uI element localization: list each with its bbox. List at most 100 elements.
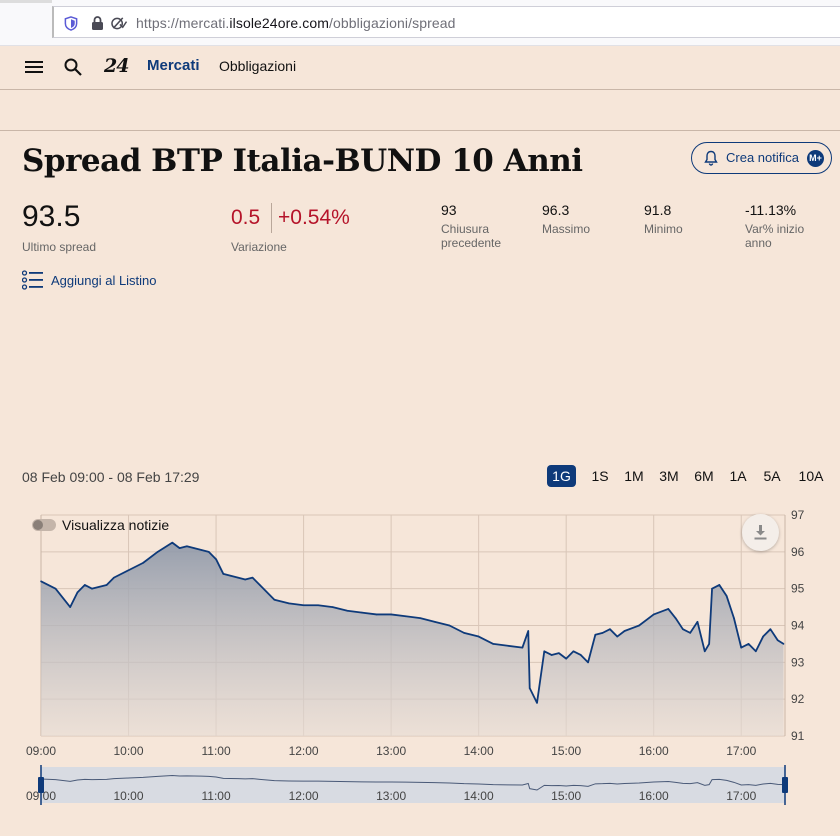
x-tick-label: 16:00 bbox=[639, 744, 669, 758]
nav-mercati-link[interactable]: Mercati bbox=[147, 57, 200, 74]
period-3m[interactable]: 3M bbox=[659, 468, 679, 484]
data-point bbox=[638, 624, 640, 627]
data-point bbox=[652, 613, 655, 616]
data-point bbox=[703, 650, 706, 653]
period-5a[interactable]: 5A bbox=[763, 468, 781, 484]
x-tick-label: 12:00 bbox=[289, 744, 319, 758]
data-point bbox=[390, 613, 392, 616]
site-nav: 24 Mercati Obbligazioni bbox=[0, 46, 840, 90]
data-point bbox=[572, 650, 575, 653]
data-point bbox=[674, 617, 677, 619]
period-1g[interactable]: 1G bbox=[547, 465, 576, 487]
data-point bbox=[776, 639, 779, 642]
last-spread-value: 93.5 bbox=[22, 200, 81, 233]
data-point bbox=[40, 580, 42, 583]
change-percent: +0.54% bbox=[278, 206, 350, 229]
spread-chart[interactable]: 91 92 93 94 95 96 97 09:00 10:00 11:00 12:00 13:00 1… bbox=[0, 505, 840, 836]
ytd-change-value: -11.13% bbox=[745, 202, 797, 218]
hamburger-menu-icon[interactable] bbox=[25, 60, 43, 74]
data-point bbox=[463, 632, 465, 634]
lock-icon bbox=[92, 16, 103, 30]
navigator-tick-label: 12:00 bbox=[289, 789, 319, 803]
x-tick-label: 15:00 bbox=[551, 744, 581, 758]
data-point bbox=[259, 584, 261, 586]
create-alert-button[interactable]: Crea notifica M+ bbox=[691, 142, 832, 174]
page-title: Spread BTP Italia-BUND 10 Anni bbox=[22, 143, 583, 179]
news-toggle[interactable] bbox=[32, 519, 56, 531]
data-point bbox=[237, 576, 239, 579]
navigator-handle-right[interactable] bbox=[782, 777, 788, 793]
download-chart-button[interactable] bbox=[742, 514, 779, 551]
y-tick-label: 93 bbox=[791, 655, 805, 669]
last-spread-label: Ultimo spread bbox=[22, 240, 97, 254]
x-tick-label: 14:00 bbox=[464, 744, 494, 758]
change-separator bbox=[271, 203, 272, 233]
data-point bbox=[623, 630, 626, 632]
browser-url-bar: https://mercati.ilsole24ore.com/obbligaz… bbox=[0, 0, 840, 46]
period-6m[interactable]: 6M bbox=[694, 468, 714, 484]
period-1a[interactable]: 1A bbox=[729, 468, 747, 484]
nav-obbligazioni-link[interactable]: Obbligazioni bbox=[219, 58, 297, 74]
data-point bbox=[215, 558, 217, 560]
data-point bbox=[434, 621, 436, 623]
change-value: 0.5 bbox=[231, 206, 261, 229]
data-point bbox=[477, 635, 480, 638]
data-point bbox=[521, 646, 524, 649]
navigator-tick-label: 15:00 bbox=[551, 789, 581, 803]
data-point bbox=[178, 547, 181, 549]
divider bbox=[0, 130, 840, 131]
data-point bbox=[711, 587, 713, 590]
address-field[interactable]: https://mercati.ilsole24ore.com/obbligaz… bbox=[52, 6, 840, 38]
high-label: Massimo bbox=[542, 222, 591, 236]
site-logo[interactable]: 24 bbox=[104, 55, 129, 77]
data-point bbox=[507, 644, 509, 647]
data-point bbox=[579, 654, 582, 656]
data-point bbox=[682, 628, 684, 630]
prev-close-label: Chiusura precedente bbox=[441, 222, 502, 250]
add-to-watchlist-link[interactable]: Aggiungi al Listino bbox=[21, 270, 157, 290]
browser-tab-strip bbox=[0, 0, 52, 3]
y-tick-label: 95 bbox=[791, 582, 805, 596]
data-point bbox=[616, 635, 619, 638]
data-point bbox=[667, 608, 670, 610]
period-1m[interactable]: 1M bbox=[624, 468, 644, 484]
data-point bbox=[543, 650, 546, 653]
data-point bbox=[244, 578, 247, 581]
data-point bbox=[76, 591, 79, 594]
data-point bbox=[222, 573, 225, 575]
data-point bbox=[708, 643, 710, 645]
add-to-watchlist-label: Aggiungi al Listino bbox=[51, 273, 157, 288]
tracking-protection-icon bbox=[111, 17, 128, 30]
navigator-tick-label: 10:00 bbox=[114, 789, 144, 803]
y-tick-label: 96 bbox=[791, 545, 805, 559]
low-label: Minimo bbox=[644, 222, 683, 236]
x-tick-label: 09:00 bbox=[26, 744, 56, 758]
data-point bbox=[609, 628, 611, 630]
shield-icon bbox=[64, 16, 78, 31]
bell-icon bbox=[704, 150, 718, 166]
navigator-tick-label: 14:00 bbox=[464, 789, 494, 803]
data-point bbox=[346, 609, 349, 612]
data-point bbox=[755, 650, 757, 653]
navigator-handle-left[interactable] bbox=[38, 777, 44, 793]
data-point bbox=[288, 602, 290, 605]
data-point bbox=[536, 702, 538, 704]
data-point bbox=[725, 595, 728, 597]
search-icon[interactable] bbox=[64, 58, 82, 76]
data-point bbox=[54, 587, 57, 590]
date-range-label: 08 Feb 09:00 - 08 Feb 17:29 bbox=[22, 469, 200, 485]
period-10a[interactable]: 10A bbox=[798, 468, 824, 484]
create-alert-label: Crea notifica bbox=[726, 150, 799, 165]
premium-badge: M+ bbox=[807, 150, 824, 167]
data-point bbox=[762, 635, 764, 638]
x-tick-label: 11:00 bbox=[201, 744, 230, 758]
y-tick-label: 97 bbox=[791, 508, 805, 522]
data-point bbox=[69, 606, 71, 608]
data-point bbox=[558, 652, 560, 654]
data-point bbox=[317, 604, 319, 607]
period-1s[interactable]: 1S bbox=[591, 468, 609, 484]
data-point bbox=[769, 628, 772, 630]
series-area bbox=[41, 542, 784, 736]
data-point bbox=[156, 551, 159, 553]
y-tick-label: 92 bbox=[791, 692, 805, 706]
